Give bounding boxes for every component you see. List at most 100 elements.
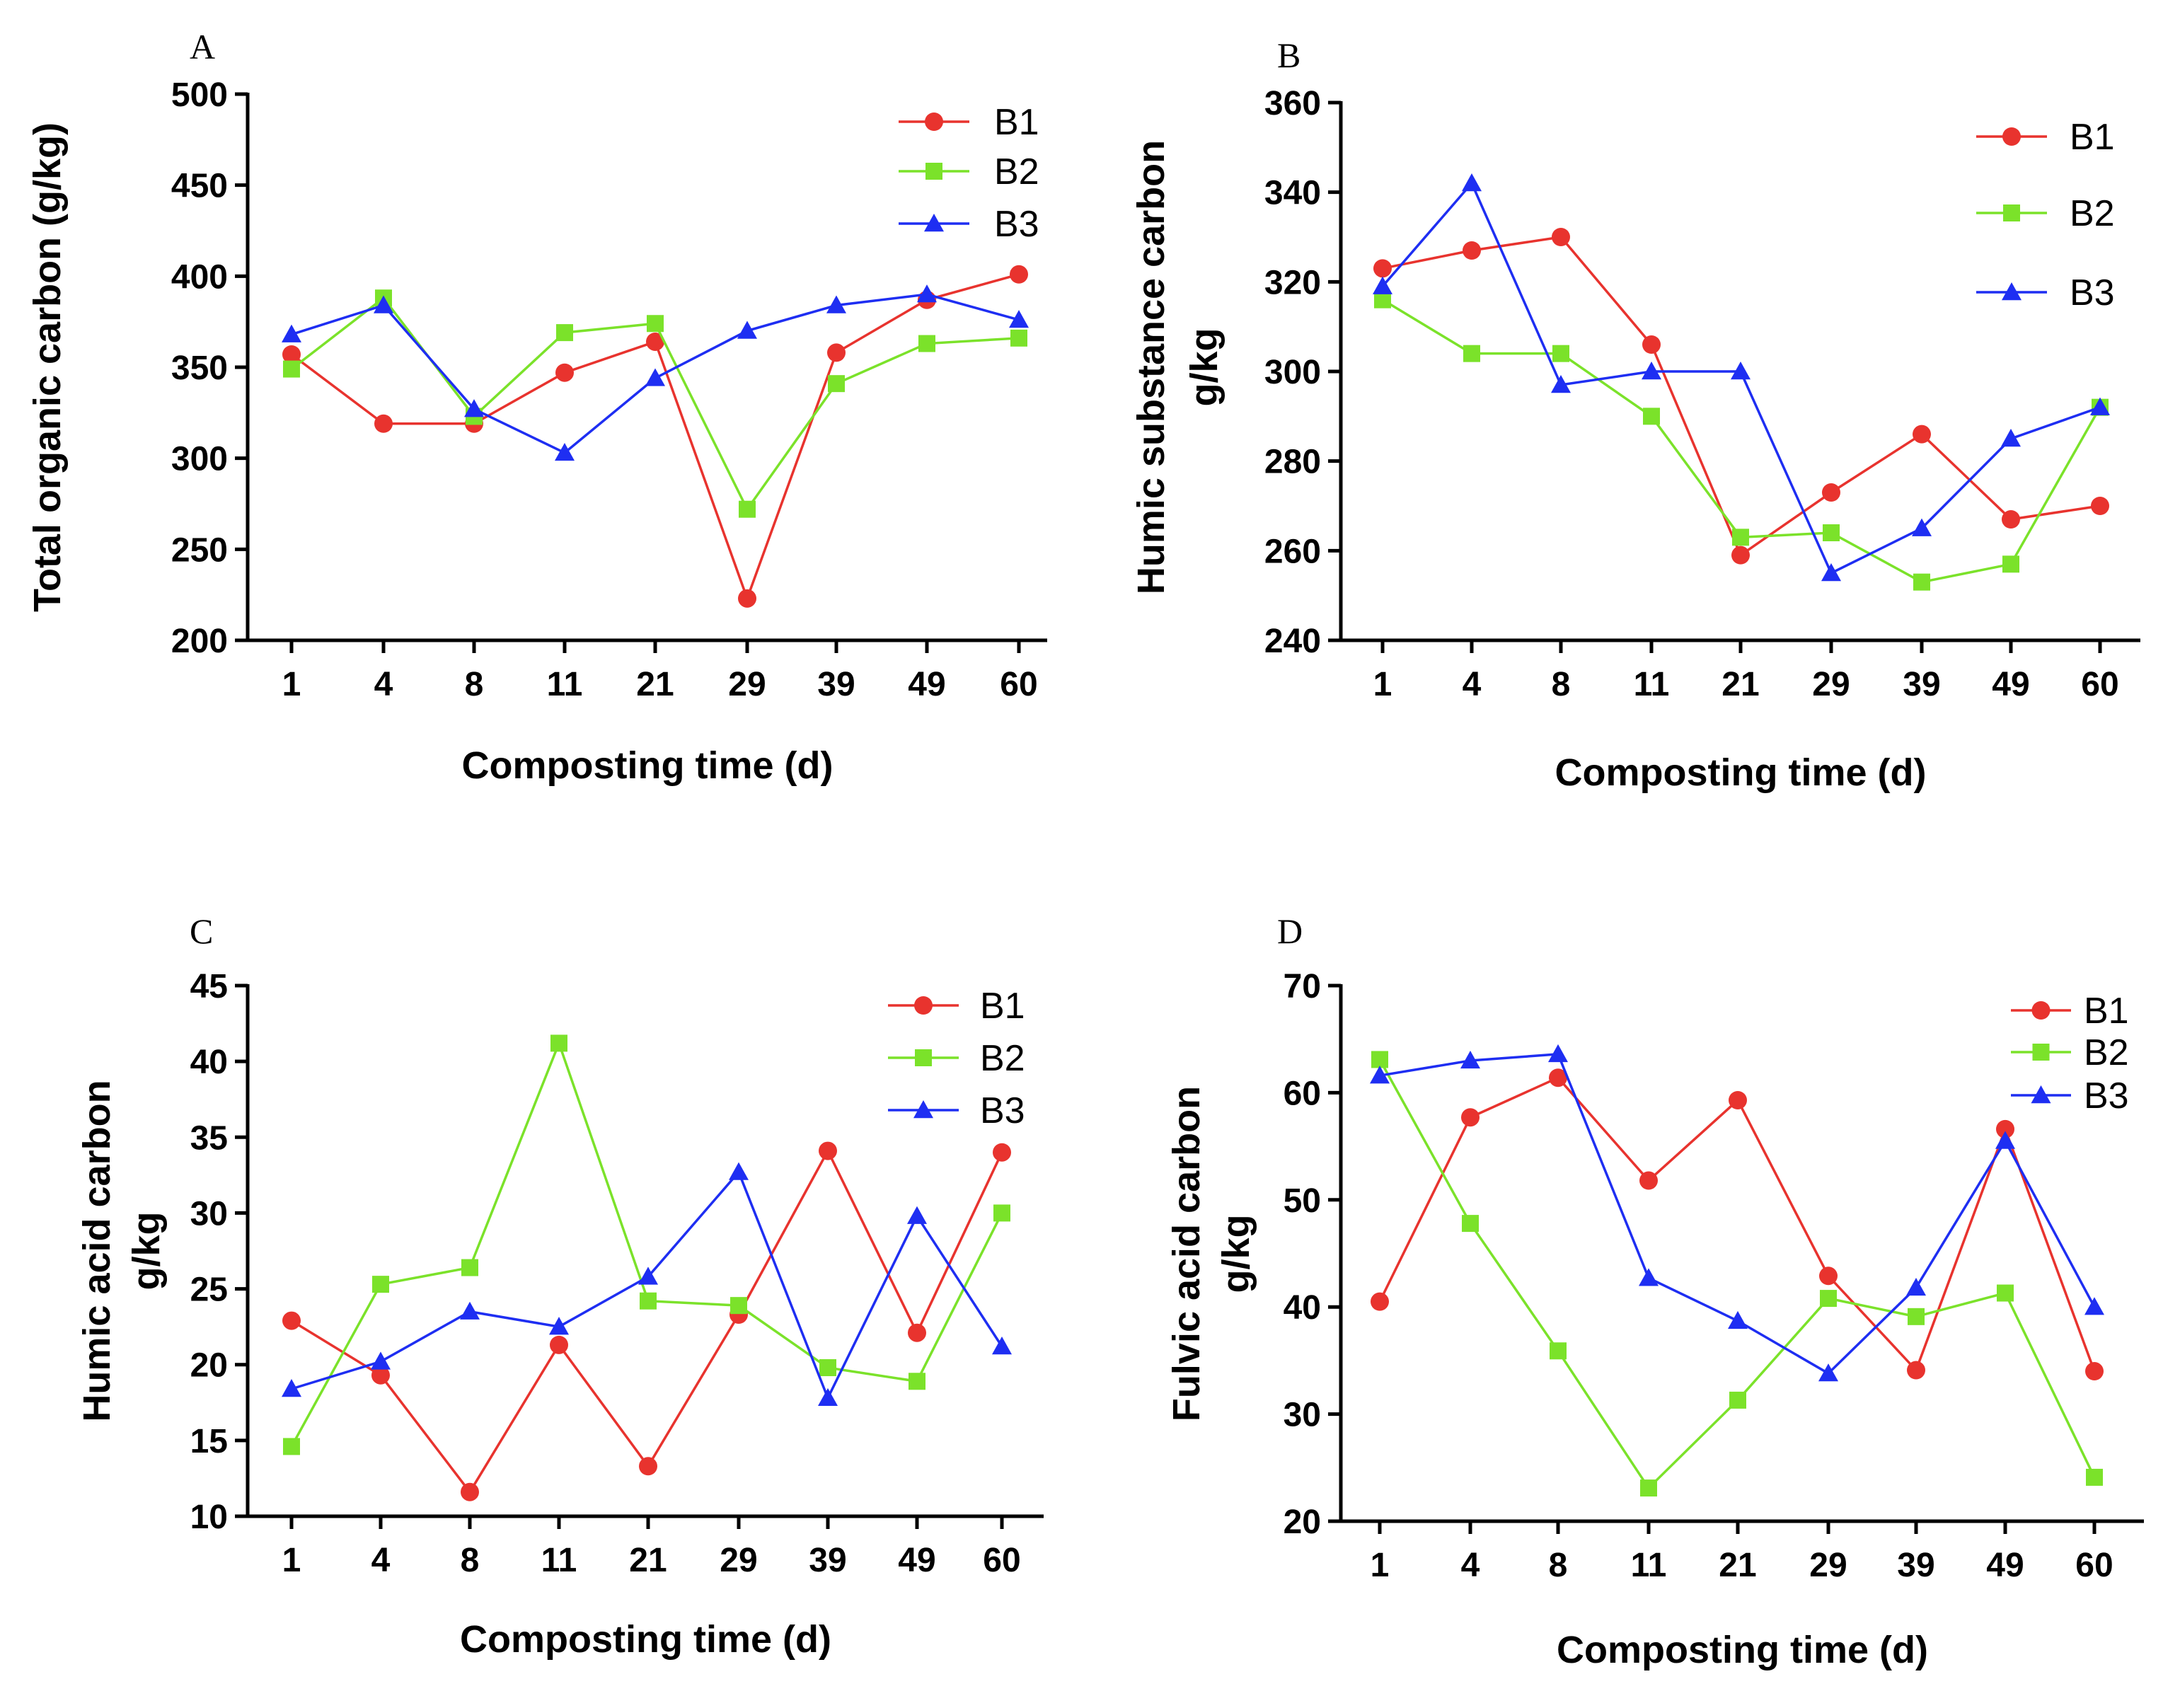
data-point-b2-a [739, 500, 756, 518]
data-point-b1-c [993, 1143, 1011, 1162]
legend-label-b1: B1 [2070, 117, 2115, 158]
data-point-b2-d [1550, 1342, 1567, 1360]
y-tick-label-a: 300 [171, 441, 228, 478]
x-tick-label-b: 60 [2081, 666, 2118, 703]
x-tick-label-d: 21 [1719, 1547, 1756, 1584]
x-tick-label-c: 1 [282, 1542, 301, 1579]
y-tick-label-d: 30 [1284, 1397, 1321, 1434]
y-tick-label-c: 30 [190, 1195, 228, 1233]
x-tick-label-c: 29 [720, 1542, 757, 1579]
data-point-b3-c [549, 1317, 569, 1335]
data-point-b1-b [1822, 483, 1840, 502]
x-tick-label-c: 60 [983, 1542, 1020, 1579]
series-line-b3-c [291, 1170, 1003, 1402]
x-tick-label-a: 21 [636, 666, 674, 703]
data-point-b3-c [818, 1387, 838, 1407]
data-point-b2-b [1913, 573, 1930, 591]
y-tick-label-a: 450 [171, 168, 228, 205]
series-line-b2-c [290, 1039, 1003, 1448]
data-point-b3-c [638, 1266, 658, 1285]
data-point-b1-b [1642, 335, 1661, 354]
x-tick-label-a: 8 [465, 666, 484, 703]
data-point-b1-c [819, 1141, 837, 1160]
x-tick-label-d: 39 [1897, 1547, 1934, 1584]
x-tick-label-d: 11 [1631, 1547, 1667, 1584]
series-b1-c [282, 1141, 1011, 1501]
y-axis-title-unit-c: g/kg [125, 1211, 168, 1290]
series-b3-b [1373, 173, 2110, 582]
legend-entry-b2-b: B2 [1976, 193, 2115, 234]
panel-letter-b: B [1277, 35, 1300, 75]
y-tick-label-b: 260 [1264, 533, 1321, 570]
x-tick-label-b: 39 [1903, 666, 1940, 703]
legend-triangle-marker-icon [913, 1100, 933, 1119]
y-tick-label-d: 40 [1284, 1289, 1321, 1327]
legend-label-b3: B3 [980, 1090, 1025, 1131]
data-point-b2-d [1729, 1391, 1746, 1409]
y-tick-label-d: 60 [1284, 1075, 1321, 1112]
x-tick-label-c: 49 [898, 1542, 935, 1579]
legend-entry-b2-d: B2 [2011, 1032, 2129, 1073]
data-point-b3-b [2001, 429, 2021, 447]
data-point-b2-d [1371, 1051, 1388, 1068]
data-point-b2-d [2086, 1468, 2103, 1486]
legend-square-marker-icon [2003, 204, 2020, 221]
y-axis-title-d: Fulvic acid carbon [1165, 1086, 1208, 1421]
x-tick-label-b: 1 [1373, 666, 1392, 703]
legend-triangle-marker-icon [2002, 282, 2022, 301]
y-tick-label-b: 360 [1264, 85, 1321, 122]
legend-entry-b3-d: B3 [2011, 1075, 2129, 1116]
series-b2-d [1371, 1051, 2103, 1497]
legend-entry-b2-c: B2 [888, 1038, 1025, 1079]
legend-entry-b3-b: B3 [1976, 272, 2115, 313]
data-point-b2-a [556, 324, 573, 342]
data-point-b1-c [282, 1311, 301, 1330]
data-point-b3-a [374, 295, 393, 313]
data-point-b2-a [283, 360, 300, 378]
data-point-b1-d [1549, 1068, 1567, 1087]
y-tick-label-a: 200 [171, 623, 228, 660]
y-axis-title-a: Total organic carbon (g/kg) [26, 122, 69, 612]
panel-a: A 200 250 300 350 400 450 500 1 4 8 11 21 29 39 49 60 Com… [26, 27, 1047, 787]
data-point-b1-d [1639, 1171, 1658, 1190]
data-point-b3-a [826, 295, 846, 313]
legend-triangle-marker-icon [924, 214, 944, 232]
data-point-b1-a [555, 363, 574, 382]
y-tick-label-a: 350 [171, 350, 228, 387]
legend-circle-marker-icon [925, 112, 943, 131]
panel-letter-d: D [1277, 911, 1303, 951]
series-b2-a [283, 289, 1027, 518]
data-point-b3-c [282, 1379, 301, 1397]
y-axis-title-c: Humic acid carbon [76, 1080, 118, 1421]
data-point-b1-d [1461, 1108, 1480, 1127]
y-tick-label-b: 340 [1264, 175, 1321, 212]
x-axis-title-a: Composting time (d) [462, 744, 834, 787]
x-tick-label-c: 11 [541, 1542, 577, 1579]
legend-label-b2: B2 [994, 151, 1039, 192]
y-tick-label-d: 70 [1284, 968, 1321, 1005]
data-point-b3-a [464, 399, 484, 417]
legend-entry-b1-a: B1 [899, 102, 1039, 143]
x-axis-title-c: Composting time (d) [460, 1618, 831, 1661]
data-point-b1-a [374, 414, 393, 433]
data-point-b1-c [908, 1323, 926, 1342]
legend-entry-b2-a: B2 [899, 151, 1039, 192]
y-tick-label-a: 400 [171, 258, 228, 296]
x-tick-label-b: 11 [1634, 666, 1670, 703]
panel-b: B 240 260 280 300 320 340 360 1 4 8 11 21 29 39 49 60 Com… [1130, 35, 2140, 794]
data-point-b2-c [461, 1259, 478, 1276]
data-point-b3-d [2084, 1297, 2104, 1315]
legend-entry-b1-d: B1 [2011, 991, 2129, 1032]
data-point-b1-b [1913, 425, 1931, 444]
panel-letter-a: A [190, 27, 215, 67]
data-point-b1-b [1552, 228, 1570, 246]
data-point-b3-a [1009, 310, 1029, 328]
data-point-b1-b [1463, 241, 1481, 260]
data-point-b3-a [282, 324, 301, 342]
legend-circle-marker-icon [2031, 1001, 2051, 1020]
data-point-b1-b [2091, 497, 2109, 515]
y-tick-label-c: 35 [190, 1119, 228, 1157]
data-point-b3-b [2090, 397, 2110, 415]
legend-circle-marker-icon [2002, 127, 2021, 146]
